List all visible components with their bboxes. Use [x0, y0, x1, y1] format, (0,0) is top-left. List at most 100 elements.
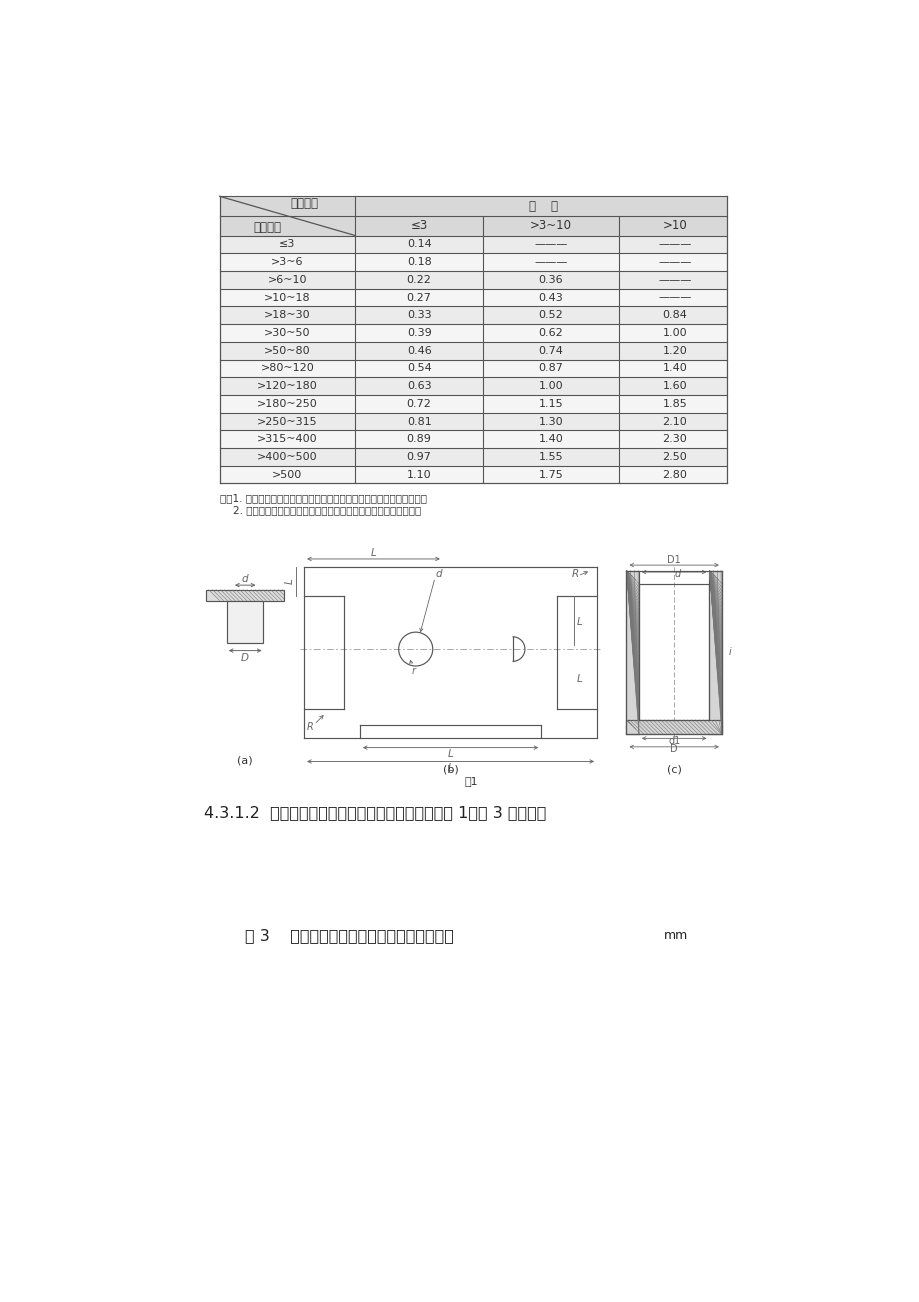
Text: >120~180: >120~180 — [256, 381, 317, 391]
Text: 0.62: 0.62 — [538, 328, 562, 339]
Text: (a): (a) — [237, 755, 253, 766]
Bar — [220, 448, 726, 466]
Text: 1.00: 1.00 — [662, 328, 686, 339]
Text: 0.89: 0.89 — [406, 434, 431, 444]
Text: i: i — [728, 647, 731, 658]
Text: ———: ——— — [657, 256, 691, 267]
Text: 1.15: 1.15 — [538, 398, 562, 409]
Text: >400~500: >400~500 — [256, 452, 317, 462]
Bar — [220, 359, 726, 378]
Bar — [709, 570, 721, 734]
Bar — [220, 254, 726, 271]
Text: 0.84: 0.84 — [662, 310, 686, 320]
Text: 1.55: 1.55 — [538, 452, 562, 462]
Text: 0.46: 0.46 — [406, 345, 431, 355]
Text: 1.20: 1.20 — [662, 345, 686, 355]
Text: 0.36: 0.36 — [538, 275, 562, 285]
Text: D: D — [670, 745, 677, 754]
Bar — [220, 289, 726, 306]
Bar — [220, 236, 726, 254]
Bar — [220, 378, 726, 395]
Text: 1.10: 1.10 — [406, 470, 431, 479]
Text: 基本尺寸: 基本尺寸 — [254, 220, 281, 233]
Bar — [220, 342, 726, 359]
Text: 1.60: 1.60 — [662, 381, 686, 391]
Text: R: R — [571, 569, 578, 578]
Text: >315~400: >315~400 — [256, 434, 317, 444]
Text: 0.81: 0.81 — [406, 417, 431, 427]
Bar — [626, 720, 721, 734]
Text: 1.30: 1.30 — [538, 417, 562, 427]
Text: >10~18: >10~18 — [264, 293, 311, 302]
Text: 图1: 图1 — [464, 776, 478, 785]
Text: >30~50: >30~50 — [264, 328, 311, 339]
Text: L: L — [576, 674, 583, 684]
Text: 0.27: 0.27 — [406, 293, 431, 302]
Text: L: L — [448, 749, 453, 759]
Text: 0.33: 0.33 — [406, 310, 431, 320]
Text: >180~250: >180~250 — [256, 398, 317, 409]
Text: >10: >10 — [662, 220, 686, 233]
Text: 1.85: 1.85 — [662, 398, 686, 409]
Text: ———: ——— — [657, 240, 691, 250]
Text: 0.72: 0.72 — [406, 398, 431, 409]
Text: 2. 若是非孔轴类则取止负值，此时其极限偏差数值取表中值之半。: 2. 若是非孔轴类则取止负值，此时其极限偏差数值取表中值之半。 — [220, 505, 420, 516]
Bar — [220, 395, 726, 413]
Text: mm: mm — [663, 928, 687, 941]
Text: ———: ——— — [657, 293, 691, 302]
Bar — [227, 600, 263, 643]
Text: ———: ——— — [534, 256, 567, 267]
Text: 0.54: 0.54 — [406, 363, 431, 374]
Text: 0.14: 0.14 — [406, 240, 431, 250]
Text: d: d — [675, 569, 680, 578]
Text: 0.39: 0.39 — [406, 328, 431, 339]
Text: >6~10: >6~10 — [267, 275, 307, 285]
Text: 0.87: 0.87 — [538, 363, 562, 374]
Bar — [206, 590, 284, 600]
Text: >500: >500 — [272, 470, 302, 479]
Bar — [220, 271, 726, 289]
Text: 0.74: 0.74 — [538, 345, 562, 355]
Text: L: L — [448, 763, 453, 772]
Text: d: d — [436, 569, 442, 579]
Text: (c): (c) — [666, 766, 681, 775]
Text: >3~10: >3~10 — [529, 220, 572, 233]
Text: 0.18: 0.18 — [406, 256, 431, 267]
Text: (b): (b) — [442, 766, 458, 775]
Text: ≤3: ≤3 — [410, 220, 427, 233]
Text: 2.10: 2.10 — [662, 417, 686, 427]
Text: ———: ——— — [534, 240, 567, 250]
Text: 1.40: 1.40 — [538, 434, 562, 444]
Text: >50~80: >50~80 — [264, 345, 311, 355]
Text: 4.3.1.2  冲裁圆弧半径未注公差尺寸的极限偏差按图 1、表 3 的规定。: 4.3.1.2 冲裁圆弧半径未注公差尺寸的极限偏差按图 1、表 3 的规定。 — [204, 806, 546, 820]
Text: 1.40: 1.40 — [662, 363, 686, 374]
Text: 料    厚: 料 厚 — [528, 199, 557, 212]
Text: 2.80: 2.80 — [662, 470, 686, 479]
Text: 注：1. 上表中如果是孔类，其极限偏差取正值；如果是轴类，则取负值。: 注：1. 上表中如果是孔类，其极限偏差取正值；如果是轴类，则取负值。 — [220, 492, 426, 503]
Bar — [220, 413, 726, 431]
Text: ≤3: ≤3 — [279, 240, 295, 250]
Text: D: D — [241, 652, 249, 663]
Text: 1.75: 1.75 — [538, 470, 562, 479]
Bar — [220, 431, 726, 448]
Text: 0.52: 0.52 — [538, 310, 562, 320]
Text: 表 3    冲裁圆弧半径未注公差尺寸的极限偏差: 表 3 冲裁圆弧半径未注公差尺寸的极限偏差 — [245, 928, 454, 944]
Bar — [220, 306, 726, 324]
Text: >3~6: >3~6 — [271, 256, 303, 267]
Text: 极限偏差: 极限偏差 — [290, 198, 319, 211]
Text: R: R — [307, 721, 313, 732]
Text: ———: ——— — [657, 275, 691, 285]
Text: 0.43: 0.43 — [538, 293, 562, 302]
Text: L: L — [370, 548, 376, 557]
Text: >18~30: >18~30 — [264, 310, 311, 320]
Text: d: d — [242, 574, 248, 585]
Text: L: L — [285, 578, 295, 585]
Text: >250~315: >250~315 — [256, 417, 317, 427]
Text: 2.30: 2.30 — [662, 434, 686, 444]
Text: L: L — [576, 617, 583, 628]
Bar — [626, 570, 638, 734]
Text: r: r — [412, 665, 415, 676]
Bar — [220, 466, 726, 483]
Text: 1.00: 1.00 — [538, 381, 562, 391]
Bar — [220, 324, 726, 342]
